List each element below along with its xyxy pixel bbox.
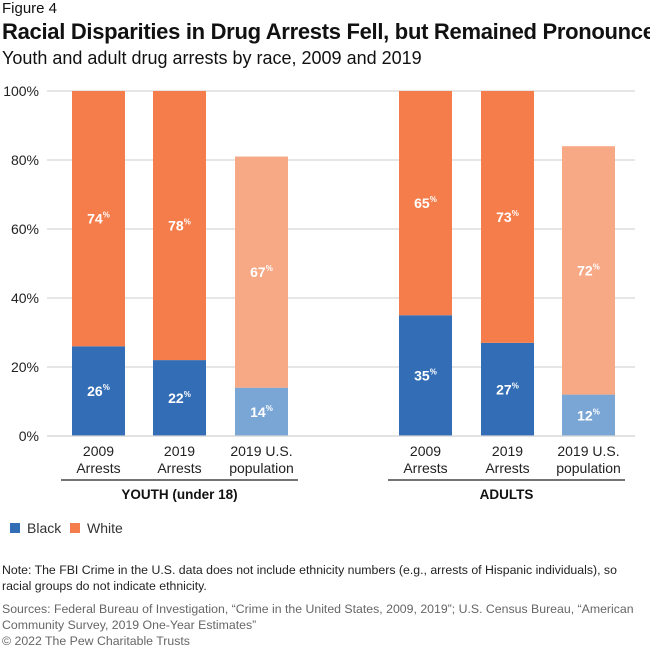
bar-segment-white	[562, 146, 615, 395]
copyright: © 2022 The Pew Charitable Trusts	[2, 634, 190, 648]
bar-segment-black	[72, 346, 125, 436]
x-tick-label: population	[556, 460, 621, 476]
legend-swatch-white	[70, 523, 80, 533]
note: Note: The FBI Crime in the U.S. data doe…	[2, 563, 617, 593]
x-tick-label: population	[229, 460, 294, 476]
bar-segment-white	[235, 156, 288, 388]
x-tick-label: Arrests	[157, 460, 201, 476]
y-tick-label: 100%	[3, 83, 39, 99]
y-tick-label: 80%	[11, 152, 39, 168]
bar-segment-black	[153, 360, 206, 436]
x-tick-label: 2019	[164, 443, 195, 459]
bar-segment-white	[153, 91, 206, 361]
y-tick-label: 20%	[11, 359, 39, 375]
chart-subtitle: Youth and adult drug arrests by race, 20…	[2, 48, 422, 68]
group-label: ADULTS	[480, 487, 534, 502]
bar-segment-white	[399, 91, 452, 316]
x-tick-label: 2019 U.S.	[230, 443, 292, 459]
x-tick-label: 2019	[492, 443, 523, 459]
legend-label-white: White	[87, 520, 123, 536]
y-tick-label: 0%	[19, 428, 39, 444]
x-tick-label: 2009	[83, 443, 114, 459]
bar-segment-white	[481, 91, 534, 343]
bar-segment-white	[72, 91, 125, 347]
x-tick-label: 2019 U.S.	[557, 443, 619, 459]
legend-label-black: Black	[27, 520, 62, 536]
bar-segment-black	[399, 315, 452, 436]
x-tick-label: 2009	[410, 443, 441, 459]
chart-title: Racial Disparities in Drug Arrests Fell,…	[2, 19, 650, 44]
y-tick-label: 40%	[11, 290, 39, 306]
x-tick-label: Arrests	[485, 460, 529, 476]
sources: Sources: Federal Bureau of Investigation…	[2, 602, 634, 632]
y-tick-label: 60%	[11, 221, 39, 237]
figure-label: Figure 4	[2, 0, 58, 17]
x-tick-label: Arrests	[403, 460, 447, 476]
bar-segment-black	[562, 394, 615, 436]
bar-segment-black	[235, 387, 288, 436]
legend-swatch-black	[10, 523, 20, 533]
stacked-bar-chart: 0%20%40%60%80%100%26%74%2009Arrests22%78…	[3, 83, 635, 536]
x-tick-label: Arrests	[76, 460, 120, 476]
bar-segment-black	[481, 342, 534, 436]
group-label: YOUTH (under 18)	[121, 487, 237, 502]
